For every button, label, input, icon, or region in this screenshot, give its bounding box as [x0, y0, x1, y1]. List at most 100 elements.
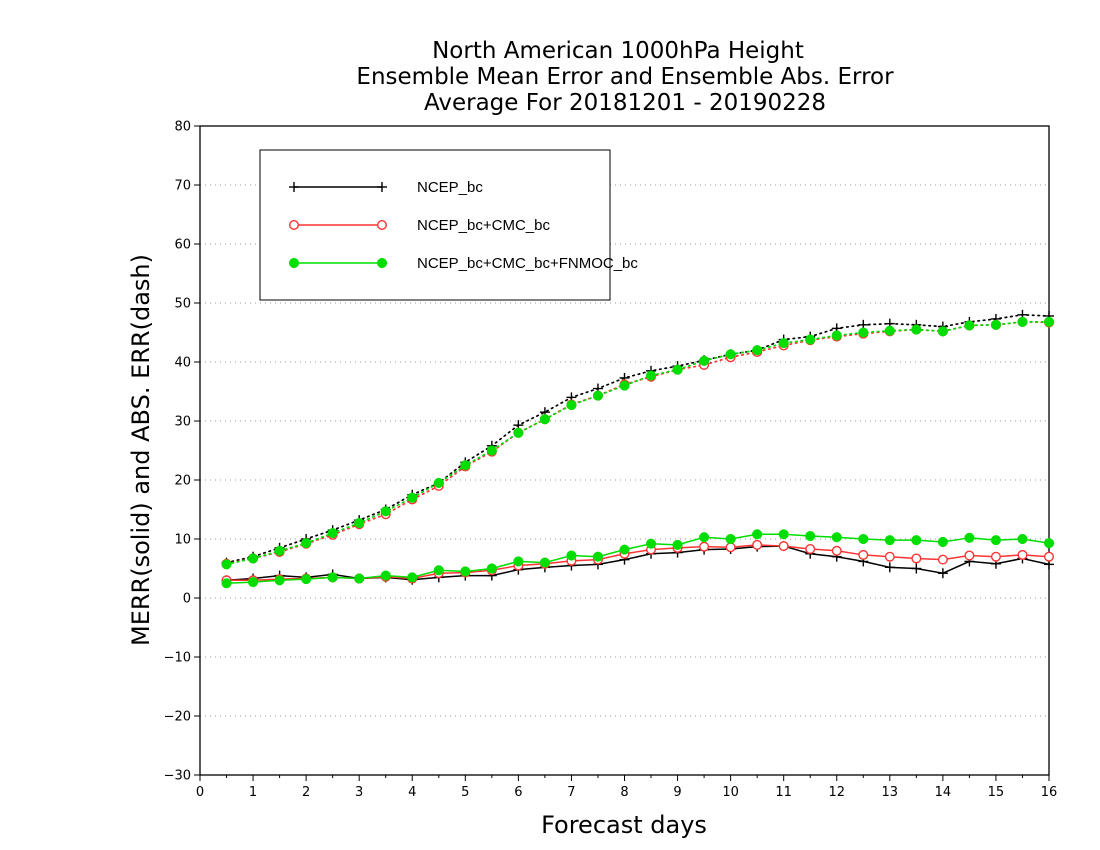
merr-point	[937, 568, 948, 579]
merr-point	[937, 554, 948, 565]
merr-point	[301, 574, 312, 585]
y-tick-label: 0	[183, 592, 191, 607]
abs-err-point	[221, 559, 232, 570]
x-tick-label: 5	[461, 785, 469, 800]
legend-marker	[289, 219, 300, 230]
abs-err-point	[407, 492, 418, 503]
merr-point	[1043, 551, 1054, 562]
merr-point	[884, 551, 895, 562]
x-tick-label: 15	[988, 785, 1005, 800]
merr-point	[725, 533, 736, 545]
legend-entry-2: NCEP_bc+CMC_bc+FNMOC_bc	[288, 255, 638, 272]
merr-point	[884, 562, 895, 573]
abs-err-point	[911, 324, 922, 335]
merr-point	[619, 544, 630, 555]
merr-point	[752, 529, 763, 540]
y-tick-label: 30	[174, 415, 191, 430]
merr-point	[911, 535, 922, 546]
x-tick-label: 0	[196, 785, 204, 800]
legend-label: NCEP_bc+CMC_bc+FNMOC_bc	[417, 255, 638, 272]
abs-err-point	[248, 553, 259, 564]
abs-err-point	[805, 334, 816, 345]
abs-err-point	[1043, 316, 1055, 327]
title-line-1: North American 1000hPa Height	[432, 38, 804, 64]
merr-point	[725, 542, 736, 553]
abs-err-point	[354, 518, 365, 529]
data-series	[221, 309, 1055, 589]
abs-err-point	[884, 325, 895, 336]
merr-point	[460, 566, 471, 577]
series-1	[221, 316, 1054, 586]
merr-point	[274, 575, 285, 586]
merr-point	[1043, 538, 1055, 549]
merr-point	[1017, 533, 1028, 545]
title-line-3: Average For 20181201 - 20190228	[424, 90, 826, 116]
x-tick-label: 14	[935, 785, 952, 800]
x-tick-label: 12	[828, 785, 845, 800]
merr-point	[778, 529, 789, 540]
abs-err-point	[645, 370, 657, 381]
merr-point	[486, 563, 497, 574]
series-0	[221, 309, 1054, 586]
legend-entry-0: NCEP_bc	[289, 179, 483, 196]
merr-point	[831, 532, 842, 543]
abs-err-point	[486, 445, 497, 456]
merr-point	[805, 544, 816, 555]
y-tick-label: −20	[164, 710, 191, 725]
y-tick-label: −10	[164, 651, 191, 666]
y-tick-label: 60	[174, 238, 191, 253]
merr-point	[539, 557, 550, 568]
legend-marker	[288, 257, 300, 269]
merr-point	[911, 563, 922, 574]
legend-marker	[377, 219, 388, 230]
abs-err-point	[513, 427, 524, 438]
x-tick-label: 6	[514, 785, 522, 800]
merr-point	[699, 541, 710, 552]
merr-point	[672, 539, 683, 550]
merr-point	[831, 545, 842, 556]
merr-point	[592, 551, 604, 562]
abs-err-point	[725, 349, 736, 360]
abs-err-point	[964, 320, 975, 331]
abs-err-point	[433, 477, 444, 489]
merr-point	[513, 556, 524, 567]
merr-point	[805, 531, 816, 542]
abs-err-point	[327, 528, 338, 539]
merr-point	[699, 532, 710, 543]
x-axis-label: Forecast days	[541, 811, 707, 839]
abs-err-point	[274, 545, 285, 556]
abs-err-point	[1017, 316, 1028, 327]
abs-err-point	[990, 319, 1001, 330]
abs-err-point	[460, 460, 471, 471]
legend-marker	[289, 182, 299, 192]
merr-point	[433, 565, 444, 576]
merr-point	[327, 572, 338, 583]
x-tick-label: 1	[249, 785, 257, 800]
abs-err-point	[539, 414, 550, 425]
legend-label: NCEP_bc	[417, 179, 483, 196]
merr-point	[990, 535, 1001, 546]
merr-point	[964, 532, 975, 543]
abs-err-point	[672, 364, 683, 375]
legend: NCEP_bc NCEP_bc+CMC_bc NCEP_bc+CMC_bc+FNMO…	[259, 149, 638, 301]
merr-point	[407, 572, 418, 583]
merr-point	[858, 533, 869, 545]
x-tick-label: 8	[620, 785, 628, 800]
abs-err-point	[752, 345, 763, 356]
abs-err-point	[380, 506, 391, 517]
x-tick-label: 13	[882, 785, 899, 800]
merr-point	[380, 570, 391, 581]
chart-title: North American 1000hPa Height Ensemble M…	[356, 38, 894, 116]
x-tick-label: 16	[1041, 785, 1058, 800]
abs-err-point	[831, 330, 842, 341]
merr-point	[937, 536, 948, 548]
legend-marker	[377, 182, 387, 192]
merr-point	[566, 550, 577, 561]
y-tick-label: −30	[164, 769, 191, 784]
merr-point	[752, 539, 763, 550]
x-tick-label: 2	[302, 785, 310, 800]
x-tick-label: 4	[408, 785, 416, 800]
merr-point	[858, 549, 869, 560]
